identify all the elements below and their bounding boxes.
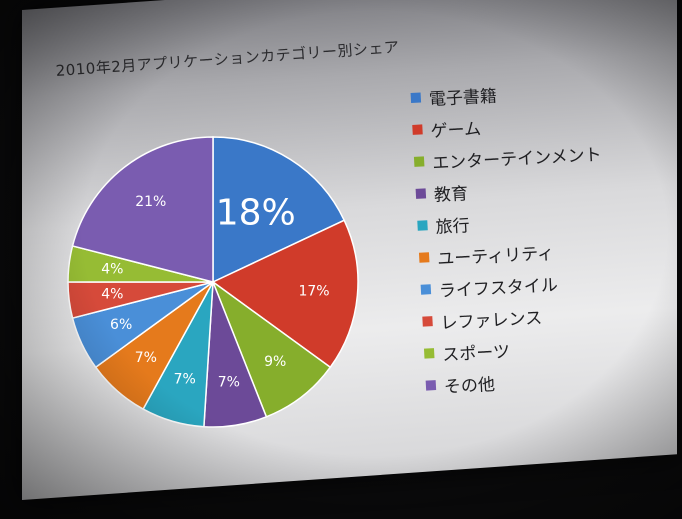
- legend-label: 電子書籍: [428, 85, 498, 110]
- legend: 電子書籍ゲーム エンターテインメント教育旅行ユーティリティ ライフスタイル レファレン…: [410, 69, 666, 401]
- pie-slice-label: 7%: [218, 374, 240, 390]
- legend-swatch: [425, 380, 437, 391]
- legend-label: ライフスタイル: [438, 275, 559, 302]
- pie-slice-label: 21%: [135, 194, 166, 210]
- legend-label: 旅行: [435, 215, 471, 238]
- pie-slice-label: 6%: [110, 317, 132, 333]
- legend-swatch: [412, 124, 423, 135]
- legend-swatch: [422, 316, 433, 327]
- legend-swatch: [420, 284, 432, 295]
- pie-slice-label: 18%: [216, 193, 296, 234]
- legend-label: ゲーム: [430, 118, 482, 142]
- legend-label: その他: [443, 374, 496, 398]
- pie-slice-label: 4%: [101, 287, 123, 303]
- pie-slice-label: 7%: [174, 371, 196, 387]
- pie-slice-label: 9%: [264, 354, 286, 370]
- pie-slice-label: 4%: [101, 261, 123, 277]
- legend-label: エンターテインメント: [431, 144, 603, 174]
- legend-swatch: [418, 252, 430, 263]
- pie-slice-label: 17%: [298, 284, 329, 300]
- legend-label: レファレンス: [440, 307, 543, 334]
- legend-swatch: [410, 92, 422, 103]
- legend-swatch: [417, 220, 428, 231]
- pie-slice-label: 7%: [135, 350, 157, 366]
- legend-label: ユーティリティ: [436, 243, 555, 270]
- legend-swatch: [423, 348, 435, 359]
- pie-slices: [67, 136, 359, 428]
- legend-label: スポーツ: [441, 341, 511, 366]
- legend-swatch: [413, 156, 425, 167]
- legend-swatch: [415, 188, 427, 199]
- legend-label: 教育: [433, 183, 469, 206]
